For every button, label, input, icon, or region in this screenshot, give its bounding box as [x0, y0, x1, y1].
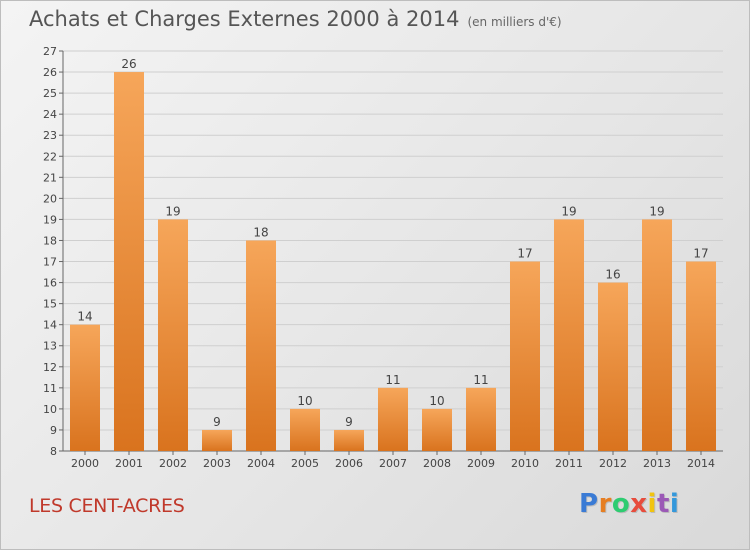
y-tick-label: 27: [43, 45, 57, 58]
x-tick-label: 2007: [379, 457, 407, 470]
y-tick-label: 15: [43, 298, 57, 311]
y-tick-label: 21: [43, 171, 57, 184]
data-label: 9: [213, 415, 221, 429]
y-tick-label: 25: [43, 87, 57, 100]
data-labels: 14 26 19 9 18 10 9 11 10 11 17 19 16 19 17: [77, 57, 708, 429]
y-tick-label: 24: [43, 108, 57, 121]
x-tick-label: 2009: [467, 457, 495, 470]
x-tick-label: 2013: [643, 457, 671, 470]
y-tick-label: 22: [43, 150, 57, 163]
data-label: 11: [385, 373, 400, 387]
x-tick-label: 2012: [599, 457, 627, 470]
bar-2014[interactable]: [686, 261, 716, 451]
x-tick-label: 2008: [423, 457, 451, 470]
y-tick-label: 8: [50, 445, 57, 458]
bar-2005[interactable]: [290, 408, 320, 451]
x-tick-label: 2003: [203, 457, 231, 470]
y-tick-label: 10: [43, 403, 57, 416]
bar-2010[interactable]: [510, 261, 540, 451]
chart-title: Achats et Charges Externes 2000 à 2014 (e…: [29, 7, 562, 31]
data-label: 19: [561, 204, 576, 218]
x-tick-label: 2006: [335, 457, 363, 470]
chart-subtitle: (en milliers d'€): [467, 15, 562, 29]
bar-2008[interactable]: [422, 408, 452, 451]
proxiti-logo[interactable]: Proxiti: [579, 489, 679, 519]
bar-2002[interactable]: [158, 219, 188, 451]
data-label: 10: [297, 394, 312, 408]
y-tick-label: 9: [50, 424, 57, 437]
data-label: 17: [517, 247, 532, 261]
bar-2012[interactable]: [598, 282, 628, 451]
bar-2004[interactable]: [246, 240, 276, 451]
data-label: 26: [121, 57, 136, 71]
data-label: 10: [429, 394, 444, 408]
y-tick-label: 12: [43, 361, 57, 374]
commune-name: LES CENT-ACRES: [29, 495, 185, 517]
data-label: 9: [345, 415, 353, 429]
data-label: 11: [473, 373, 488, 387]
data-label: 16: [605, 268, 620, 282]
bar-2011[interactable]: [554, 219, 584, 451]
logo-letter: P: [579, 489, 599, 519]
bar-2001[interactable]: [114, 72, 144, 451]
bar-2006[interactable]: [334, 429, 364, 451]
y-tick-label: 14: [43, 319, 57, 332]
y-tick-label: 20: [43, 192, 57, 205]
data-label: 18: [253, 225, 268, 239]
data-label: 19: [165, 204, 180, 218]
bar-2009[interactable]: [466, 387, 496, 451]
logo-letter: r: [598, 489, 612, 519]
y-tick-label: 16: [43, 277, 57, 290]
logo-letter: i: [669, 489, 680, 519]
logo-letter: t: [656, 489, 670, 519]
y-tick-label: 19: [43, 213, 57, 226]
x-tick-label: 2002: [159, 457, 187, 470]
y-tick-label: 26: [43, 66, 57, 79]
bar-2007[interactable]: [378, 387, 408, 451]
y-tick-label: 17: [43, 256, 57, 269]
bar-2000[interactable]: [70, 324, 100, 451]
data-label: 19: [649, 204, 664, 218]
x-tick-label: 2010: [511, 457, 539, 470]
x-tick-label: 2014: [687, 457, 715, 470]
logo-letter: i: [647, 489, 657, 519]
logo-letter: o: [611, 489, 631, 519]
y-tick-label: 13: [43, 340, 57, 353]
bar-2003[interactable]: [202, 429, 232, 451]
x-tick-label: 2001: [115, 457, 143, 470]
y-tick-label: 18: [43, 234, 57, 247]
bars: [70, 72, 716, 451]
y-tick-label: 23: [43, 129, 57, 142]
x-tick-label: 2005: [291, 457, 319, 470]
data-label: 17: [693, 247, 708, 261]
logo-letter: x: [630, 489, 648, 519]
x-tick-label: 2004: [247, 457, 275, 470]
chart-title-text: Achats et Charges Externes 2000 à 2014: [29, 7, 460, 31]
x-tick-label: 2000: [71, 457, 99, 470]
bar-2013[interactable]: [642, 219, 672, 451]
y-tick-label: 11: [43, 382, 57, 395]
x-tick-label: 2011: [555, 457, 583, 470]
data-label: 14: [77, 310, 92, 324]
